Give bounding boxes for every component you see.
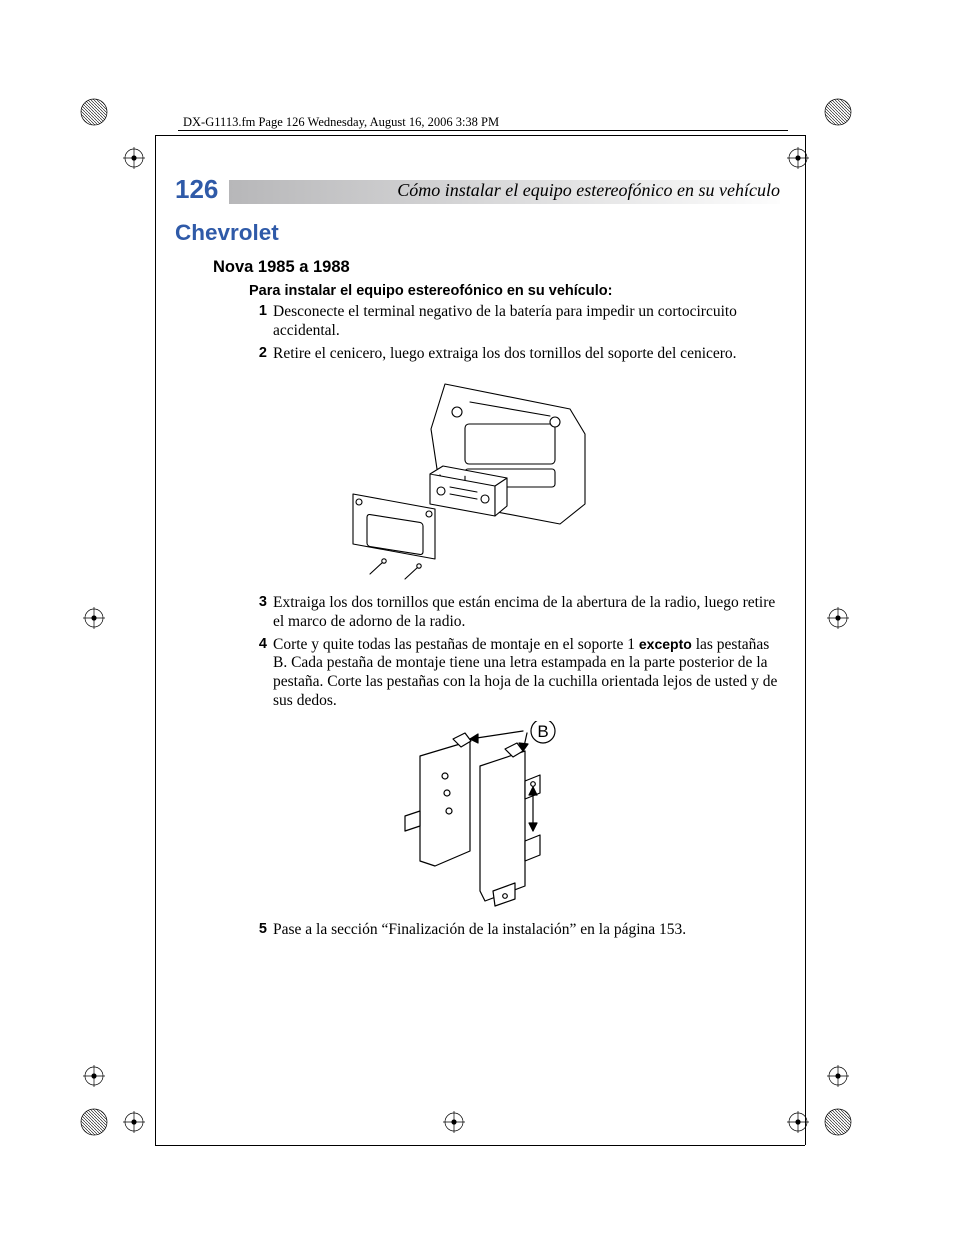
registration-mark [80, 1062, 108, 1090]
bracket-svg: B [375, 721, 575, 911]
crop-right [805, 135, 806, 1145]
registration-mark-corner [79, 97, 109, 127]
step-1: 1 Desconecte el terminal negativo de la … [249, 303, 780, 341]
page-header-bar: 126 Cómo instalar el equipo estereofónic… [175, 180, 780, 208]
content-area: Chevrolet Nova 1985 a 1988 Para instalar… [175, 220, 780, 944]
install-steps-end: 5 Pase a la sección “Finalización de la … [249, 921, 780, 940]
registration-mark [824, 1062, 852, 1090]
registration-mark-corner [823, 97, 853, 127]
install-steps-cont: 3 Extraiga los dos tornillos que están e… [249, 594, 780, 711]
step-number: 2 [249, 345, 267, 363]
figure-bracket: B [375, 721, 780, 911]
subsection-heading-nova: Nova 1985 a 1988 [213, 258, 780, 277]
registration-mark [120, 144, 148, 172]
step-number: 4 [249, 636, 267, 654]
registration-mark-corner [79, 1107, 109, 1137]
registration-mark [824, 604, 852, 632]
step-3: 3 Extraiga los dos tornillos que están e… [249, 594, 780, 632]
step-4: 4 Corte y quite todas las pestañas de mo… [249, 636, 780, 712]
crop-top [155, 135, 805, 136]
intro-bold: Para instalar el equipo estereofónico en… [249, 283, 780, 299]
framemaker-header-rule [178, 130, 788, 131]
callout-b-text: B [537, 722, 548, 741]
registration-mark [440, 1108, 468, 1136]
section-heading-chevrolet: Chevrolet [175, 220, 780, 246]
registration-mark [784, 1108, 812, 1136]
step-text: Corte y quite todas las pestañas de mont… [273, 636, 777, 710]
step-number: 5 [249, 921, 267, 939]
registration-mark [80, 604, 108, 632]
step-text-pre: Corte y quite todas las pestañas de mont… [273, 636, 639, 653]
chapter-title: Cómo instalar el equipo estereofónico en… [397, 180, 780, 201]
step-text-bold: excepto [639, 636, 692, 652]
registration-mark-corner [823, 1107, 853, 1137]
crop-left [155, 135, 156, 1145]
dash-exploded-svg [335, 374, 595, 584]
step-text: Extraiga los dos tornillos que están enc… [273, 594, 775, 630]
step-number: 3 [249, 594, 267, 612]
figure-dash-exploded [335, 374, 780, 584]
step-number: 1 [249, 303, 267, 321]
page-number: 126 [175, 174, 218, 205]
step-2: 2 Retire el cenicero, luego extraiga los… [249, 345, 780, 364]
crop-bottom [155, 1145, 805, 1146]
step-text: Retire el cenicero, luego extraiga los d… [273, 345, 737, 362]
step-text: Pase a la sección “Finalización de la in… [273, 921, 686, 938]
framemaker-header: DX-G1113.fm Page 126 Wednesday, August 1… [183, 115, 499, 130]
registration-mark [120, 1108, 148, 1136]
install-steps: 1 Desconecte el terminal negativo de la … [249, 303, 780, 364]
registration-mark [784, 144, 812, 172]
step-text: Desconecte el terminal negativo de la ba… [273, 303, 737, 339]
callout-b: B [531, 721, 555, 743]
step-5: 5 Pase a la sección “Finalización de la … [249, 921, 780, 940]
